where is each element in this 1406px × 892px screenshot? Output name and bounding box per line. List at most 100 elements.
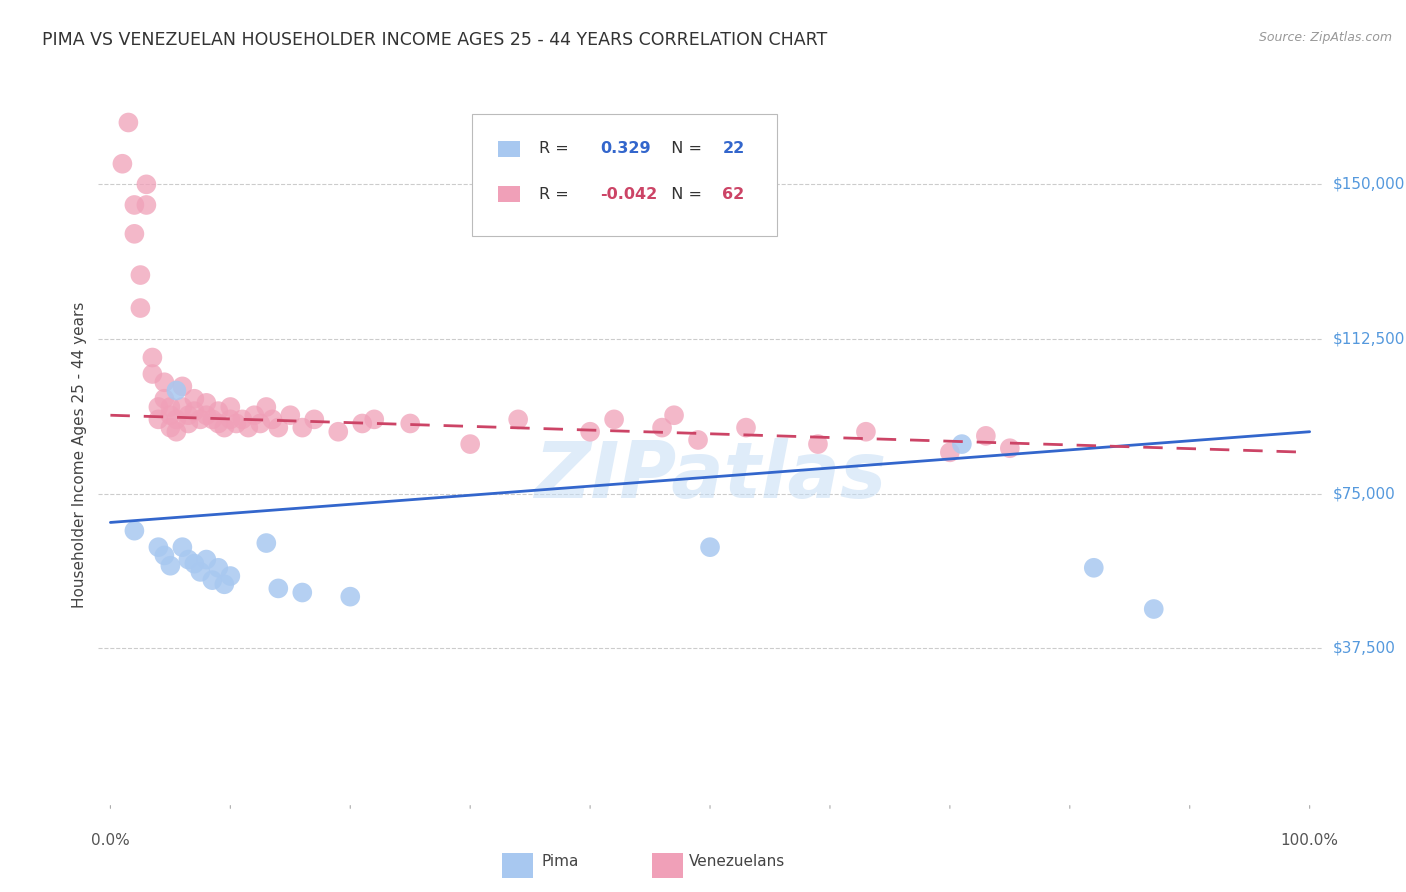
Point (207, 561, 229, 575)
Text: R =: R = (538, 141, 574, 156)
Text: $150,000: $150,000 (1333, 177, 1405, 192)
Point (686, 433, 709, 447)
Point (183, 392, 205, 406)
Point (183, 557, 205, 571)
Point (735, 420, 758, 434)
Point (262, 412, 284, 426)
Point (141, 351, 163, 365)
Point (129, 268, 152, 282)
Point (188, 412, 211, 426)
Point (249, 417, 271, 431)
Point (267, 420, 290, 434)
Point (195, 552, 218, 566)
Point (579, 425, 602, 439)
Text: 100.0%: 100.0% (1281, 833, 1339, 848)
Point (148, 400, 170, 414)
Point (129, 301, 152, 315)
Point (243, 409, 266, 423)
Point (124, 198, 146, 212)
Point (177, 417, 200, 431)
Point (662, 409, 685, 423)
Point (339, 590, 361, 604)
Text: 0.0%: 0.0% (91, 833, 129, 848)
Point (231, 412, 253, 426)
Point (141, 367, 163, 381)
Point (117, 115, 139, 129)
Text: Pima: Pima (541, 855, 579, 869)
Point (291, 420, 314, 434)
Point (399, 417, 422, 431)
Point (214, 577, 236, 591)
Text: R =: R = (538, 186, 574, 202)
Point (172, 400, 194, 414)
Point (165, 425, 187, 439)
Point (238, 420, 260, 434)
Text: $75,000: $75,000 (1333, 486, 1396, 501)
Point (458, 437, 481, 451)
Point (172, 540, 194, 554)
Text: N =: N = (661, 141, 707, 156)
Point (148, 540, 170, 554)
Point (328, 425, 350, 439)
Point (939, 445, 962, 459)
Point (207, 404, 229, 418)
Point (267, 582, 290, 596)
Point (201, 412, 224, 426)
Point (291, 585, 314, 599)
Text: 22: 22 (723, 141, 745, 156)
Point (111, 157, 134, 171)
Point (124, 227, 146, 241)
Point (304, 412, 326, 426)
Text: $37,500: $37,500 (1333, 640, 1396, 656)
Text: 0.329: 0.329 (600, 141, 651, 156)
Point (172, 379, 194, 393)
Text: N =: N = (661, 186, 707, 202)
Point (195, 396, 218, 410)
Point (998, 441, 1021, 455)
Point (153, 549, 176, 563)
Point (214, 420, 236, 434)
Point (855, 425, 877, 439)
Point (195, 409, 218, 423)
Point (1143, 602, 1166, 616)
Point (278, 409, 301, 423)
Point (254, 400, 277, 414)
Y-axis label: Householder Income Ages 25 - 44 years: Householder Income Ages 25 - 44 years (72, 301, 87, 608)
Text: ZIPatlas: ZIPatlas (534, 438, 886, 514)
Point (225, 417, 247, 431)
Point (699, 540, 721, 554)
Point (219, 412, 242, 426)
Point (207, 417, 229, 431)
Text: Venezuelans: Venezuelans (689, 855, 785, 869)
Point (201, 573, 224, 587)
Point (1083, 561, 1105, 575)
Text: 62: 62 (723, 186, 745, 202)
Point (177, 409, 200, 423)
Point (165, 412, 187, 426)
Point (124, 524, 146, 538)
Point (135, 198, 157, 212)
Text: Source: ZipAtlas.com: Source: ZipAtlas.com (1258, 31, 1392, 45)
Point (159, 420, 181, 434)
Point (148, 412, 170, 426)
Point (807, 437, 830, 451)
Text: $112,500: $112,500 (1333, 332, 1405, 346)
Point (219, 400, 242, 414)
Point (159, 409, 181, 423)
Point (352, 417, 374, 431)
Point (603, 412, 626, 426)
Point (974, 429, 997, 443)
Point (159, 400, 181, 414)
Point (219, 569, 242, 583)
Point (254, 536, 277, 550)
FancyBboxPatch shape (498, 141, 520, 157)
Point (159, 558, 181, 573)
Point (950, 437, 973, 451)
Point (188, 565, 211, 579)
Point (153, 392, 176, 406)
Point (135, 178, 157, 192)
FancyBboxPatch shape (471, 114, 778, 235)
Point (508, 412, 530, 426)
Text: -0.042: -0.042 (600, 186, 657, 202)
Point (651, 420, 673, 434)
